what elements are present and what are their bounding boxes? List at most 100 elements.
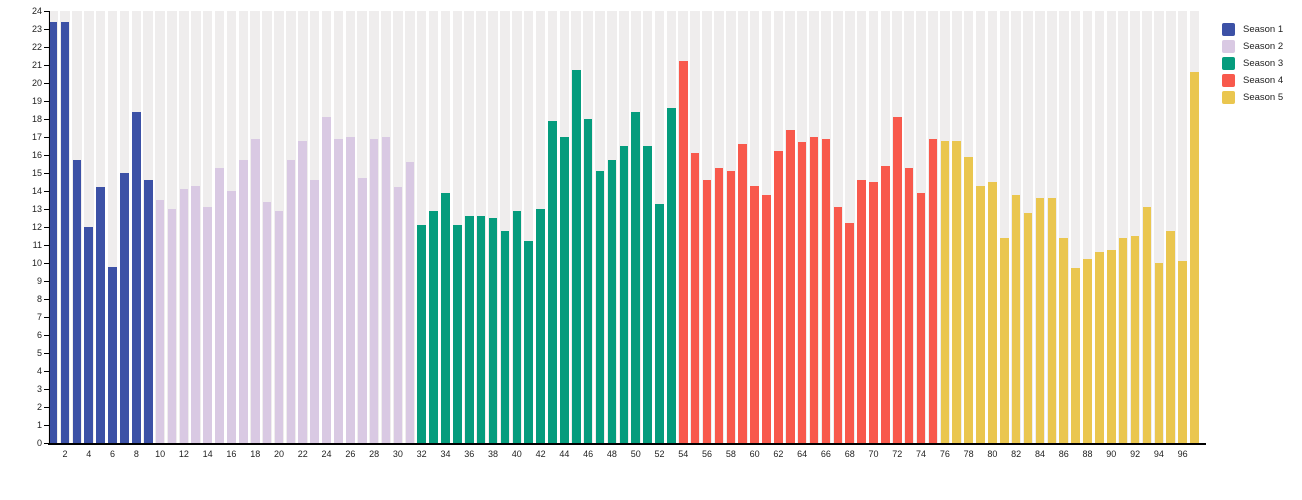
bar-episode-46[interactable] — [583, 119, 593, 443]
bar-episode-84[interactable] — [1035, 198, 1045, 443]
bar-episode-69[interactable] — [857, 180, 866, 443]
bar-episode-93[interactable] — [1142, 207, 1152, 443]
bar-episode-40[interactable] — [512, 210, 522, 443]
bar-episode-85[interactable] — [1047, 198, 1057, 443]
bar-episode-96[interactable] — [1178, 261, 1187, 443]
bar-episode-48[interactable] — [607, 160, 617, 443]
bar-episode-68[interactable] — [845, 223, 855, 443]
bar-episode-89[interactable] — [1095, 252, 1104, 443]
bar-episode-97[interactable] — [1190, 72, 1199, 443]
bar-episode-32[interactable] — [417, 225, 426, 443]
bar-episode-77[interactable] — [952, 140, 962, 443]
bar-episode-7[interactable] — [120, 173, 129, 443]
bar-episode-74[interactable] — [916, 192, 926, 443]
bar-episode-47[interactable] — [595, 171, 605, 443]
bar-episode-62[interactable] — [774, 151, 783, 443]
bar-episode-17[interactable] — [239, 160, 248, 443]
bar-episode-79[interactable] — [976, 185, 985, 443]
bar-episode-82[interactable] — [1011, 194, 1021, 443]
legend-item-season-5[interactable]: Season 5 — [1222, 89, 1283, 106]
bar-episode-56[interactable] — [702, 180, 712, 443]
bar-episode-65[interactable] — [809, 137, 819, 443]
bar-episode-87[interactable] — [1071, 268, 1080, 443]
bar-episode-78[interactable] — [964, 156, 973, 443]
bar-episode-13[interactable] — [191, 185, 201, 443]
bar-episode-18[interactable] — [250, 138, 260, 443]
bar-episode-4[interactable] — [84, 227, 94, 443]
bar-episode-58[interactable] — [726, 171, 736, 443]
bar-episode-81[interactable] — [1000, 237, 1009, 443]
bar-episode-88[interactable] — [1083, 259, 1092, 443]
bar-episode-14[interactable] — [203, 207, 212, 443]
bar-episode-34[interactable] — [441, 192, 450, 443]
bar-episode-61[interactable] — [762, 194, 771, 443]
bar-episode-55[interactable] — [690, 153, 700, 443]
bar-episode-26[interactable] — [346, 137, 355, 443]
bar-episode-28[interactable] — [369, 138, 379, 443]
bar-episode-52[interactable] — [655, 203, 664, 443]
bar-episode-53[interactable] — [667, 108, 676, 443]
bar-episode-21[interactable] — [286, 160, 296, 443]
bar-episode-63[interactable] — [785, 129, 795, 443]
bar-episode-31[interactable] — [405, 162, 415, 443]
bar-episode-83[interactable] — [1023, 212, 1033, 443]
bar-episode-37[interactable] — [476, 216, 486, 443]
bar-episode-23[interactable] — [310, 180, 319, 443]
bar-episode-75[interactable] — [928, 138, 938, 443]
bar-episode-20[interactable] — [274, 210, 284, 443]
bar-episode-3[interactable] — [72, 160, 82, 443]
bar-episode-51[interactable] — [643, 146, 652, 443]
bar-episode-9[interactable] — [143, 180, 153, 443]
bar-episode-60[interactable] — [750, 185, 759, 443]
bar-episode-95[interactable] — [1166, 230, 1176, 443]
bar-episode-12[interactable] — [179, 189, 189, 443]
bar-episode-29[interactable] — [381, 137, 391, 443]
bar-episode-50[interactable] — [631, 111, 640, 443]
bar-episode-11[interactable] — [167, 209, 177, 443]
bar-episode-19[interactable] — [262, 201, 272, 443]
bar-episode-92[interactable] — [1130, 236, 1140, 443]
bar-episode-38[interactable] — [488, 218, 498, 443]
bar-episode-70[interactable] — [869, 182, 878, 443]
bar-episode-35[interactable] — [453, 225, 462, 443]
bar-episode-72[interactable] — [892, 117, 902, 443]
bar-episode-15[interactable] — [215, 167, 224, 443]
bar-episode-91[interactable] — [1118, 237, 1128, 443]
bar-episode-73[interactable] — [904, 167, 914, 443]
bar-episode-59[interactable] — [738, 144, 747, 443]
bar-episode-30[interactable] — [393, 187, 403, 443]
bar-episode-1[interactable] — [48, 21, 58, 443]
legend-item-season-3[interactable]: Season 3 — [1222, 55, 1283, 72]
legend-item-season-4[interactable]: Season 4 — [1222, 72, 1283, 89]
bar-episode-10[interactable] — [155, 200, 165, 443]
bar-episode-42[interactable] — [536, 209, 545, 443]
bar-episode-24[interactable] — [322, 117, 331, 443]
bar-episode-36[interactable] — [464, 216, 474, 443]
bar-episode-57[interactable] — [714, 167, 724, 443]
bar-episode-80[interactable] — [988, 182, 997, 443]
bar-episode-64[interactable] — [797, 142, 807, 443]
bar-episode-86[interactable] — [1059, 237, 1069, 443]
legend-item-season-1[interactable]: Season 1 — [1222, 21, 1283, 38]
bar-episode-67[interactable] — [833, 207, 843, 443]
bar-episode-8[interactable] — [132, 111, 141, 443]
bar-episode-5[interactable] — [96, 187, 105, 443]
legend-item-season-2[interactable]: Season 2 — [1222, 38, 1283, 55]
bar-episode-71[interactable] — [881, 165, 890, 443]
bar-episode-39[interactable] — [500, 230, 510, 443]
bar-episode-6[interactable] — [108, 266, 117, 443]
bar-episode-76[interactable] — [940, 140, 950, 443]
bar-episode-27[interactable] — [357, 178, 367, 443]
bar-episode-25[interactable] — [334, 138, 343, 443]
bar-episode-94[interactable] — [1154, 263, 1164, 443]
bar-episode-33[interactable] — [429, 210, 438, 443]
bar-episode-22[interactable] — [298, 140, 308, 443]
bar-episode-49[interactable] — [619, 146, 629, 443]
bar-episode-2[interactable] — [60, 21, 70, 443]
bar-episode-90[interactable] — [1107, 250, 1116, 443]
bar-episode-66[interactable] — [821, 138, 831, 443]
bar-episode-45[interactable] — [571, 70, 581, 443]
bar-episode-54[interactable] — [678, 61, 688, 443]
bar-episode-44[interactable] — [560, 137, 569, 443]
bar-episode-41[interactable] — [524, 241, 533, 443]
